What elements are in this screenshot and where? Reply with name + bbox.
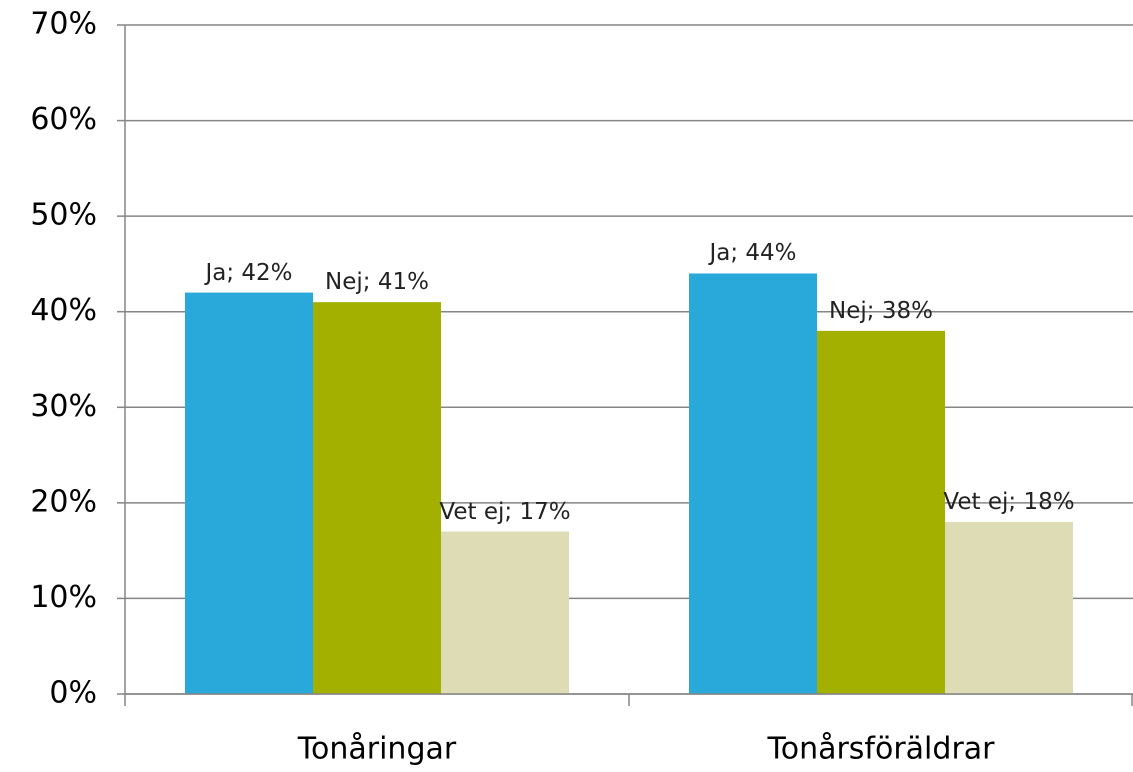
bar	[689, 273, 817, 694]
data-label: Nej; 38%	[829, 297, 933, 324]
y-tick-label: 0%	[49, 676, 97, 711]
bar	[185, 292, 313, 694]
x-tick-label: Tonåringar	[297, 732, 457, 767]
data-label: Vet ej; 18%	[943, 488, 1075, 515]
bar	[441, 531, 569, 694]
y-tick-label: 50%	[30, 198, 97, 233]
y-tick-label: 10%	[30, 580, 97, 615]
y-tick-label: 70%	[30, 7, 97, 42]
data-label: Ja; 44%	[709, 240, 797, 267]
y-tick-label: 30%	[30, 389, 97, 424]
bar	[945, 521, 1073, 694]
data-label: Ja; 42%	[205, 259, 293, 286]
y-tick-label: 40%	[30, 293, 97, 328]
x-tick-label: Tonårsföräldrar	[766, 732, 995, 767]
bar	[817, 330, 945, 694]
y-tick-label: 60%	[30, 102, 97, 137]
bar	[313, 302, 441, 694]
data-label: Nej; 41%	[325, 269, 429, 296]
y-tick-label: 20%	[30, 484, 97, 519]
data-label: Vet ej; 17%	[439, 498, 571, 525]
